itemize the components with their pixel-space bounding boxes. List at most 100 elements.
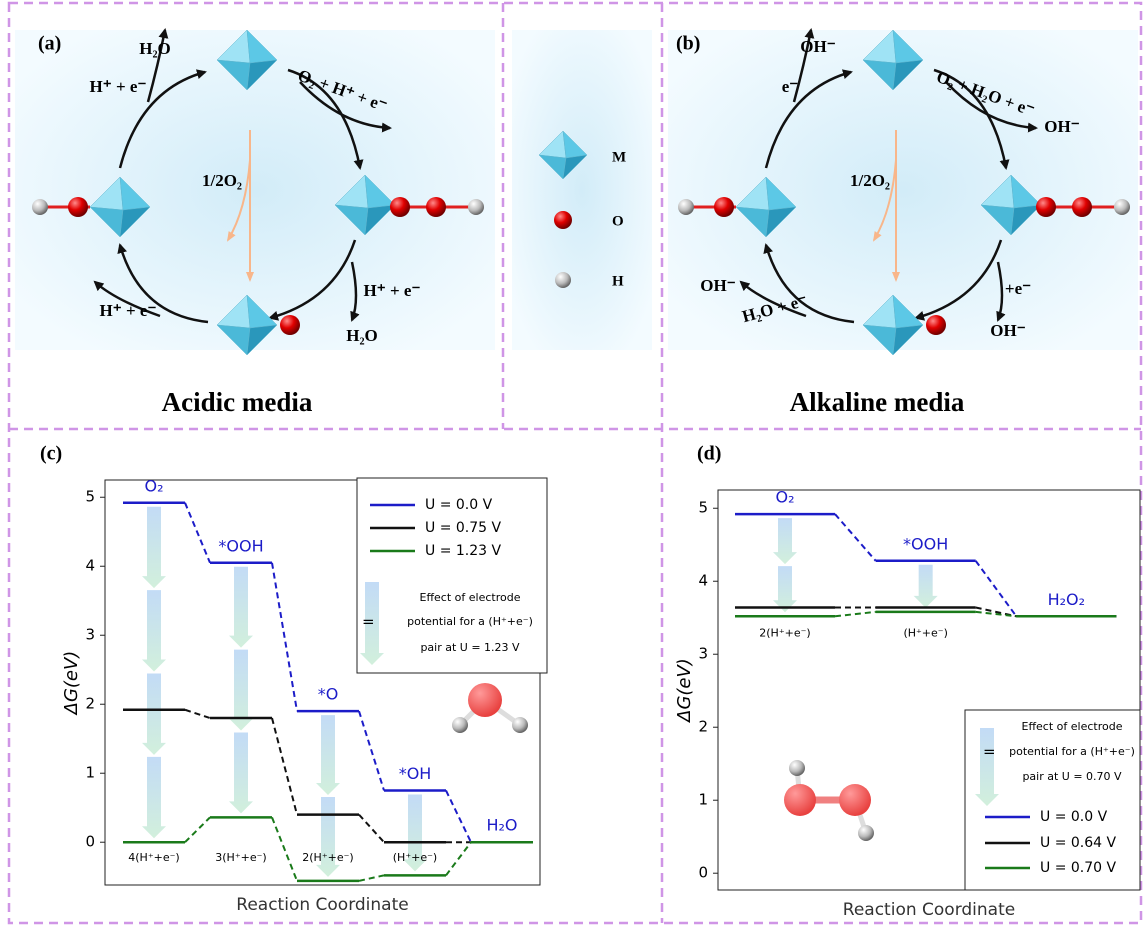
connector <box>835 612 876 616</box>
annotation: +e⁻ <box>1005 279 1031 298</box>
y-tick-label: 3 <box>698 645 708 663</box>
annotation: H₂O <box>346 326 378 345</box>
connector <box>359 711 384 790</box>
legend-label: U = 0.70 V <box>1040 860 1117 876</box>
annotation: 1/2O₂ <box>202 171 242 190</box>
legend-label: U = 0.0 V <box>425 497 493 513</box>
y-tick-label: 1 <box>698 791 708 809</box>
annotation: 1/2O₂ <box>850 171 890 190</box>
connector <box>272 817 297 880</box>
potential-arrow <box>316 797 340 877</box>
state-label: *OOH <box>903 534 948 553</box>
connector <box>446 790 471 842</box>
atom <box>784 784 816 816</box>
state-label: H₂O <box>486 816 517 835</box>
potential-arrow <box>229 567 253 648</box>
panel-label: (c) <box>40 443 62 465</box>
step-label: (H⁺+e⁻) <box>903 627 947 640</box>
atom <box>390 197 410 217</box>
step-label: 2(H⁺+e⁻) <box>759 627 810 640</box>
potential-arrow <box>142 757 166 838</box>
connector <box>976 561 1017 616</box>
connector <box>272 563 297 711</box>
legend-label: U = 0.64 V <box>1040 835 1117 851</box>
potential-arrow <box>142 590 166 671</box>
atom <box>512 717 528 733</box>
atom <box>554 211 572 229</box>
legend-label: U = 0.0 V <box>1040 809 1108 825</box>
potential-arrow <box>142 507 166 588</box>
atom <box>678 199 694 215</box>
glow <box>512 30 652 350</box>
atom <box>839 784 871 816</box>
legend-note: potential for a (H⁺+e⁻) <box>1009 745 1135 758</box>
atom <box>1072 197 1092 217</box>
state-label: *OH <box>399 764 432 783</box>
panel-label: (b) <box>676 33 700 55</box>
y-tick-label: 1 <box>85 764 95 782</box>
step-label: (H⁺+e⁻) <box>393 851 437 864</box>
annotation: H₂O <box>139 39 171 58</box>
page: (a) (b) Acidic media Alkaline media M O … <box>0 0 1145 926</box>
y-tick-label: 5 <box>698 499 708 517</box>
y-tick-label: 0 <box>85 833 95 851</box>
panel-label: (a) <box>38 33 61 55</box>
legend-note: pair at U = 1.23 V <box>420 641 520 654</box>
connector <box>446 842 471 875</box>
y-tick-label: 0 <box>698 864 708 882</box>
annotation: H⁺ + e⁻ <box>364 281 421 300</box>
legend-label: H <box>612 273 624 289</box>
atom <box>468 199 484 215</box>
annotation: H⁺ + e⁻ <box>90 77 147 96</box>
state-label: *OOH <box>218 536 263 555</box>
potential-arrow <box>773 518 797 564</box>
atom <box>555 272 571 288</box>
atom <box>468 683 502 717</box>
legend-note: = <box>983 743 996 761</box>
annotation: OH⁻ <box>990 321 1025 340</box>
connector <box>185 710 210 718</box>
y-tick-label: 4 <box>698 572 708 590</box>
y-tick-label: 2 <box>85 695 95 713</box>
atom <box>280 315 300 335</box>
state-label: H₂O₂ <box>1048 590 1085 609</box>
atom <box>789 760 805 776</box>
potential-arrow <box>914 565 938 608</box>
y-axis-label: ΔG(eV) <box>61 651 82 717</box>
y-tick-label: 4 <box>85 557 95 575</box>
y-axis-label: ΔG(eV) <box>674 658 695 724</box>
legend-label: U = 0.75 V <box>425 520 502 536</box>
state-label: O₂ <box>144 476 163 495</box>
annotation: H⁺ + e⁻ <box>100 301 157 320</box>
legend-note: Effect of electrode <box>420 591 521 604</box>
state-label: *O <box>318 685 339 704</box>
atom <box>714 197 734 217</box>
legend-note: potential for a (H⁺+e⁻) <box>407 615 533 628</box>
legend-label: O <box>612 213 624 229</box>
atom <box>1114 199 1130 215</box>
legend-label: U = 1.23 V <box>425 543 502 559</box>
atom <box>452 717 468 733</box>
y-tick-label: 5 <box>85 488 95 506</box>
panel-label: (d) <box>697 443 721 465</box>
connector <box>835 514 876 561</box>
atom <box>858 825 874 841</box>
state-label: O₂ <box>775 488 794 507</box>
annotation: OH⁻ <box>1044 117 1079 136</box>
legend-note: Effect of electrode <box>1022 720 1123 733</box>
connector <box>185 817 210 842</box>
y-tick-label: 3 <box>85 626 95 644</box>
step-label: 4(H⁺+e⁻) <box>128 851 179 864</box>
atom <box>32 199 48 215</box>
potential-arrow <box>229 733 253 814</box>
connector <box>359 875 384 881</box>
atom <box>926 315 946 335</box>
figure: (a) (b) Acidic media Alkaline media M O … <box>0 0 1145 926</box>
connector <box>185 503 210 563</box>
legend-note: pair at U = 0.70 V <box>1022 770 1122 783</box>
legend-label: M <box>612 149 626 165</box>
atom <box>1036 197 1056 217</box>
annotation: OH⁻ <box>800 37 835 56</box>
atom <box>68 197 88 217</box>
atom <box>426 197 446 217</box>
